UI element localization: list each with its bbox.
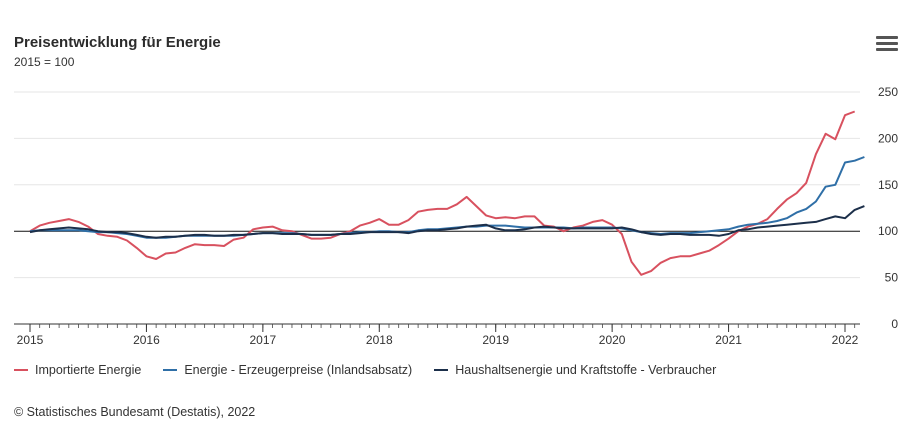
series-lines [29,110,865,276]
legend-item-importierte-energie[interactable]: Importierte Energie [14,363,141,377]
y-axis-labels: 0 50 100 150 200 250 [878,85,898,331]
x-axis: 2015 2016 2017 2018 2019 2020 2021 2022 [14,323,860,347]
x-tick-label: 2017 [250,333,277,347]
legend-item-erzeugerpreise[interactable]: Energie - Erzeugerpreise (Inlandsabsatz) [163,363,412,377]
y-tick-label: 100 [878,224,898,238]
chart-subtitle: 2015 = 100 [14,55,75,69]
grid-lines [14,91,860,279]
x-tick-label: 2018 [366,333,393,347]
y-tick-label: 250 [878,85,898,99]
series-line-1 [29,156,865,239]
legend-item-verbraucher[interactable]: Haushaltsenergie und Kraftstoffe - Verbr… [434,363,716,377]
x-tick-label: 2020 [599,333,626,347]
legend-swatch-verbraucher [434,369,449,371]
x-tick-label: 2015 [17,333,44,347]
y-tick-label: 200 [878,131,898,145]
x-tick-label: 2021 [715,333,742,347]
legend-label: Importierte Energie [35,363,142,377]
series-line-0 [29,110,856,276]
chart-title: Preisentwicklung für Energie [14,34,221,51]
credit-text: © Statistisches Bundesamt (Destatis), 20… [14,405,256,419]
hamburger-menu-icon[interactable] [876,36,898,54]
legend-label: Haushaltsenergie und Kraftstoffe - Verbr… [455,363,717,377]
y-tick-label: 0 [891,317,898,331]
legend: Importierte Energie Energie - Erzeugerpr… [14,363,716,377]
credit-line: © Statistisches Bundesamt (Destatis), 20… [14,405,255,419]
x-tick-label: 2016 [133,333,160,347]
y-tick-label: 150 [878,178,898,192]
x-tick-label: 2019 [482,333,509,347]
x-tick-label: 2022 [832,333,859,347]
legend-label: Energie - Erzeugerpreise (Inlandsabsatz) [184,363,413,377]
legend-swatch-importierte-energie [14,369,28,371]
legend-swatch-erzeugerpreise [163,369,178,371]
series-line-2 [29,205,865,239]
y-tick-label: 50 [885,271,899,285]
